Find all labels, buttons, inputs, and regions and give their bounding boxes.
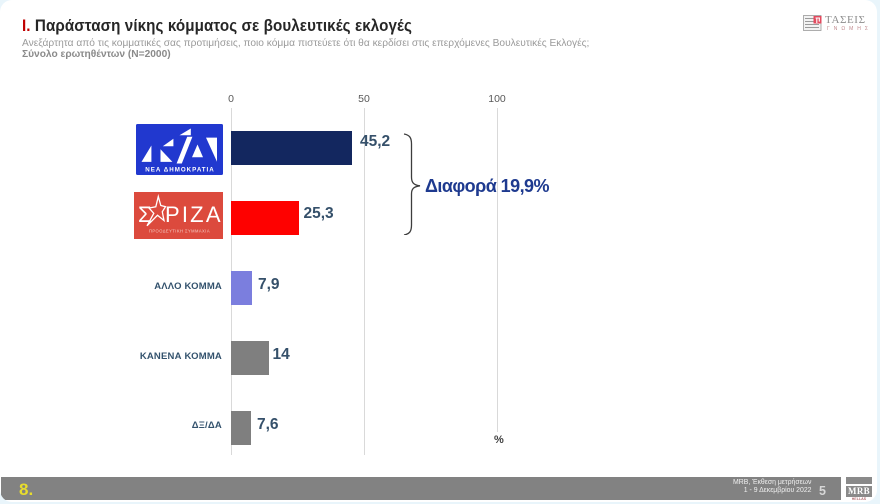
svg-text:ΠΡΟΟΔΕΥΤΙΚΗ ΣΥΜΜΑΧΙΑ: ΠΡΟΟΔΕΥΤΙΚΗ ΣΥΜΜΑΧΙΑ [149, 228, 210, 233]
svg-text:ΡΙΖΑ: ΡΙΖΑ [165, 202, 223, 227]
svg-text:Σ: Σ [138, 202, 153, 227]
svg-text:ΝΕΑ ΔΗΜΟΚΡΑΤΙΑ: ΝΕΑ ΔΗΜΟΚΡΑΤΙΑ [145, 166, 215, 173]
